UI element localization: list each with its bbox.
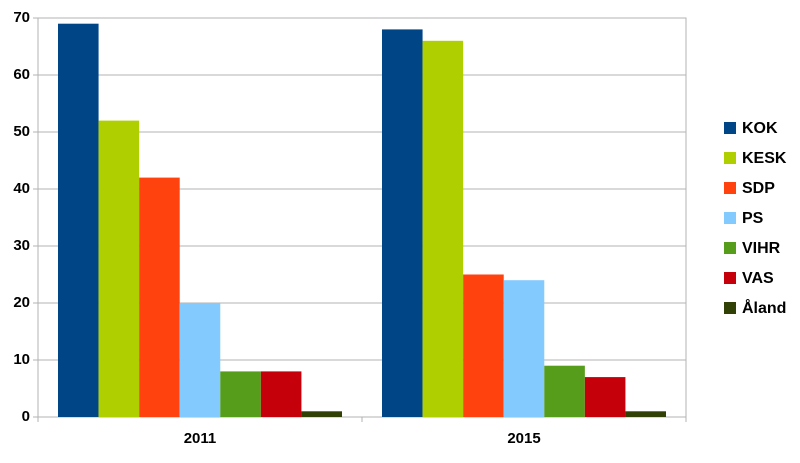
legend-label: VIHR bbox=[742, 240, 781, 257]
bar bbox=[179, 303, 221, 417]
x-tick-label: 2015 bbox=[507, 430, 540, 447]
legend-label: PS bbox=[742, 210, 764, 227]
y-tick-label: 10 bbox=[13, 351, 30, 368]
legend-label: KESK bbox=[742, 150, 787, 167]
y-tick-label: 70 bbox=[13, 9, 30, 26]
y-tick-label: 30 bbox=[13, 237, 30, 254]
bar bbox=[301, 411, 342, 417]
legend-swatch bbox=[724, 212, 736, 224]
bar bbox=[98, 120, 140, 417]
y-tick-label: 0 bbox=[22, 408, 30, 425]
legend-swatch bbox=[724, 122, 736, 134]
legend-swatch bbox=[724, 242, 736, 254]
legend-label: KOK bbox=[742, 120, 778, 137]
bar bbox=[382, 29, 423, 418]
y-tick-label: 60 bbox=[13, 66, 30, 83]
bar bbox=[625, 411, 666, 417]
bar bbox=[422, 40, 464, 418]
bar bbox=[220, 371, 261, 417]
legend-label: SDP bbox=[742, 180, 775, 197]
bar bbox=[58, 23, 99, 417]
legend-label: VAS bbox=[742, 270, 774, 287]
legend-label: Åland bbox=[742, 298, 786, 317]
legend-swatch bbox=[724, 302, 736, 314]
bar bbox=[584, 377, 626, 417]
bar bbox=[260, 371, 302, 417]
legend-swatch bbox=[724, 152, 736, 164]
legend-swatch bbox=[724, 182, 736, 194]
y-tick-label: 40 bbox=[13, 180, 30, 197]
bar bbox=[463, 274, 504, 417]
y-tick-label: 50 bbox=[13, 123, 30, 140]
bar bbox=[139, 177, 180, 417]
y-tick-label: 20 bbox=[13, 294, 30, 311]
x-tick-label: 2011 bbox=[184, 430, 217, 447]
bar bbox=[544, 365, 585, 417]
bar bbox=[503, 280, 545, 417]
legend-swatch bbox=[724, 272, 736, 284]
